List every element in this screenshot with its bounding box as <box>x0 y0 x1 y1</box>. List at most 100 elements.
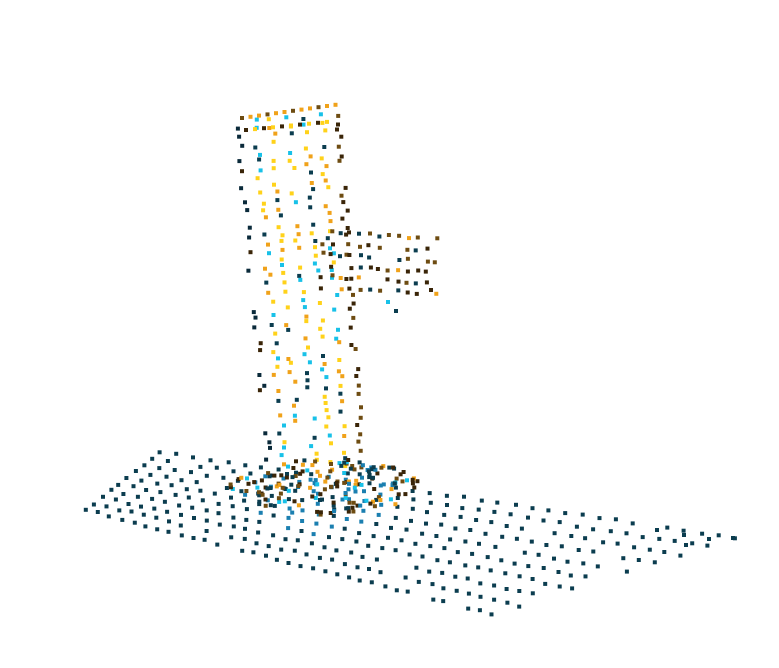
base-point <box>334 480 339 485</box>
arm-point <box>338 231 343 236</box>
ground-point <box>169 483 174 488</box>
ground-point <box>492 597 497 602</box>
ground-point <box>441 586 446 591</box>
base-point <box>346 509 351 514</box>
base-point <box>351 509 356 514</box>
ground-point <box>244 507 249 512</box>
ground-point <box>655 528 659 532</box>
column-point <box>258 348 263 353</box>
ground-point <box>405 589 410 594</box>
column-point <box>257 113 261 118</box>
base-point <box>302 458 307 463</box>
base-point <box>390 483 395 488</box>
arm-point <box>385 277 390 282</box>
column-point <box>276 207 281 212</box>
base-point <box>350 505 355 510</box>
arm-point <box>347 230 351 235</box>
ground-point <box>150 496 155 501</box>
column-point <box>337 358 342 362</box>
base-point <box>372 487 377 491</box>
column-point <box>289 191 294 196</box>
base-point <box>352 485 357 490</box>
ground-point <box>505 600 510 605</box>
ground-point <box>439 522 444 527</box>
arm-point <box>377 245 382 250</box>
ground-point <box>522 550 527 555</box>
column-point <box>343 456 348 461</box>
base-point <box>244 489 249 493</box>
base-point <box>318 510 323 515</box>
ground-point <box>231 524 236 529</box>
ground-point <box>191 455 195 460</box>
column-point <box>356 391 361 396</box>
ground-point <box>104 504 109 509</box>
base-point <box>290 475 295 480</box>
ground-point <box>172 468 177 472</box>
ground-point <box>366 543 371 548</box>
ground-point <box>574 524 579 529</box>
column-point <box>344 277 349 281</box>
ground-point <box>489 520 494 525</box>
column-point <box>298 122 302 127</box>
column-point <box>320 120 325 125</box>
ground-point <box>158 490 163 495</box>
column-point <box>289 123 293 128</box>
ground-point <box>570 586 575 591</box>
column-point <box>302 305 307 310</box>
arm-point <box>425 246 430 251</box>
column-point <box>301 117 306 121</box>
base-point <box>392 481 397 486</box>
base-point <box>308 477 313 482</box>
base-point <box>322 487 327 492</box>
ground-point <box>95 510 100 514</box>
column-point <box>258 152 262 157</box>
column-point <box>308 154 313 159</box>
base-point <box>358 503 363 508</box>
ground-point <box>155 527 160 532</box>
arm-point <box>366 243 371 248</box>
column-point <box>279 238 284 243</box>
base-point <box>360 475 364 480</box>
base-point <box>284 475 289 480</box>
base-point <box>368 501 373 506</box>
column-point <box>275 364 280 369</box>
column-point <box>339 154 344 159</box>
ground-point <box>636 558 641 562</box>
ground-point <box>478 594 483 599</box>
ground-point <box>272 503 277 508</box>
arm-point <box>416 268 421 273</box>
arm-point <box>356 275 361 280</box>
column-point <box>306 345 310 350</box>
ground-point <box>166 529 171 534</box>
ground-point <box>323 569 328 574</box>
base-point <box>260 492 265 497</box>
column-point <box>342 434 347 438</box>
base-point <box>357 460 362 465</box>
ground-point <box>424 521 428 526</box>
arm-point <box>378 288 383 293</box>
arm-point <box>405 247 410 252</box>
ground-point <box>157 466 162 471</box>
ground-point <box>440 570 445 575</box>
column-point <box>325 119 329 124</box>
ground-point <box>379 502 384 507</box>
ground-point <box>454 588 459 593</box>
base-point <box>355 503 360 508</box>
base-point <box>364 498 369 503</box>
column-point <box>313 239 318 243</box>
ground-point <box>242 536 247 541</box>
ground-point <box>139 478 144 483</box>
ground-point <box>256 530 261 535</box>
column-point <box>262 383 267 388</box>
column-point <box>336 113 341 118</box>
column-point <box>239 186 244 191</box>
arm-point <box>359 253 363 258</box>
base-point <box>267 474 272 479</box>
ground-point <box>543 581 548 586</box>
column-point <box>305 378 310 383</box>
ground-point <box>292 548 297 553</box>
base-point <box>373 467 378 472</box>
ground-point <box>243 463 248 468</box>
column-point <box>333 102 338 107</box>
